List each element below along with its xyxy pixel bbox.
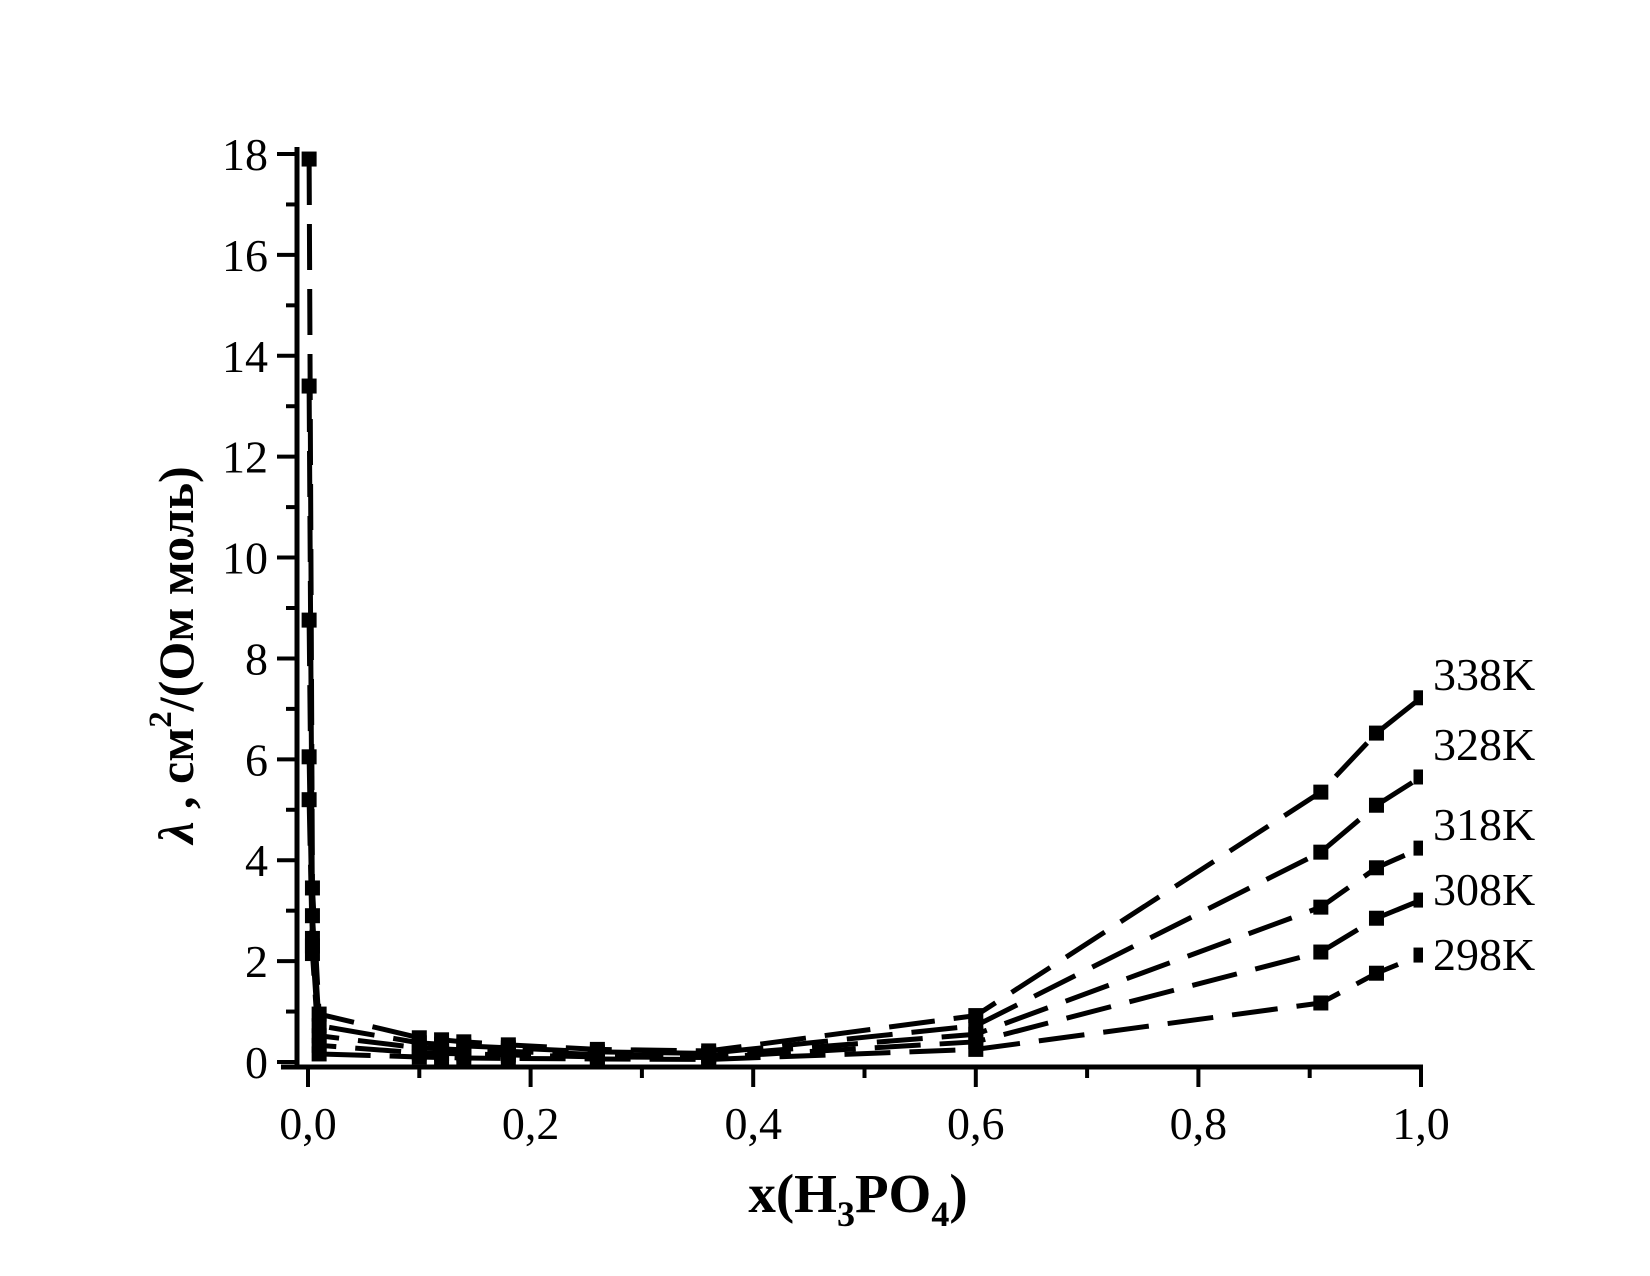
series-marker-338K <box>301 151 317 167</box>
tick-labels: 0 2 4 6 8 10 12 14 16 18 0,0 0,2 0,4 0,6 0,8 1,0 <box>222 129 1450 1149</box>
series-marker-308K <box>1368 910 1384 926</box>
series-label-328K: 328K <box>1433 719 1535 770</box>
axis-ticks <box>277 152 1423 1087</box>
series-marker-298K <box>301 792 317 808</box>
y-tick-label: 0 <box>245 1037 268 1088</box>
y-tick-label: 2 <box>245 936 268 987</box>
series-labels: 338K 328K 318K 308K 298K <box>1433 649 1535 980</box>
series-line-338K <box>306 159 1423 1054</box>
x-tick-label: 0,6 <box>947 1098 1005 1149</box>
series-group <box>301 151 1423 1067</box>
y-tick-label: 18 <box>222 129 268 180</box>
x-tick-label: 0,4 <box>724 1098 782 1149</box>
series-marker-328K <box>1313 844 1329 860</box>
y-tick-label: 14 <box>222 331 268 382</box>
series-label-318K: 318K <box>1433 799 1535 850</box>
x-tick-label: 0,2 <box>502 1098 560 1149</box>
series-label-298K: 298K <box>1433 929 1535 980</box>
series-marker-328K <box>301 378 317 394</box>
series-label-338K: 338K <box>1433 649 1535 700</box>
x-tick-label: 1,0 <box>1392 1098 1450 1149</box>
series-marker-298K <box>589 1051 605 1067</box>
series-marker-308K <box>1313 944 1329 960</box>
series-marker-308K <box>301 749 317 765</box>
series-marker-298K <box>311 1046 327 1062</box>
series-marker-318K <box>1313 899 1329 915</box>
series-marker-338K <box>1368 725 1384 741</box>
series-marker-308K <box>1413 892 1423 908</box>
x-axis-title: x(H3PO4) <box>748 1163 967 1234</box>
series-marker-328K <box>1413 769 1423 785</box>
series-marker-298K <box>1313 995 1329 1011</box>
series-marker-338K <box>1413 690 1423 706</box>
series-marker-318K <box>301 612 317 628</box>
series-marker-318K <box>1413 840 1423 856</box>
series-marker-298K <box>1368 965 1384 981</box>
series-marker-328K <box>1368 797 1384 813</box>
series-marker-318K <box>1368 860 1384 876</box>
x-tick-label: 0,0 <box>279 1098 337 1149</box>
series-marker-298K <box>304 946 320 962</box>
series-marker-298K <box>701 1051 717 1067</box>
y-tick-label: 12 <box>222 432 268 483</box>
y-tick-label: 10 <box>222 533 268 584</box>
series-marker-298K <box>456 1050 472 1066</box>
series-marker-298K <box>434 1049 450 1065</box>
y-axis-title: λ , см2/(Ом моль) <box>143 466 204 845</box>
series-marker-338K <box>1313 784 1329 800</box>
x-tick-label: 0,8 <box>1170 1098 1228 1149</box>
series-line-328K <box>306 386 1423 1056</box>
series-marker-298K <box>1413 947 1423 963</box>
series-marker-298K <box>411 1049 427 1065</box>
series-marker-298K <box>968 1041 984 1057</box>
y-tick-label: 4 <box>245 835 268 886</box>
y-tick-label: 8 <box>245 633 268 684</box>
y-tick-label: 6 <box>245 734 268 785</box>
y-tick-label: 16 <box>222 230 268 281</box>
series-marker-298K <box>500 1050 516 1066</box>
series-label-308K: 308K <box>1433 864 1535 915</box>
